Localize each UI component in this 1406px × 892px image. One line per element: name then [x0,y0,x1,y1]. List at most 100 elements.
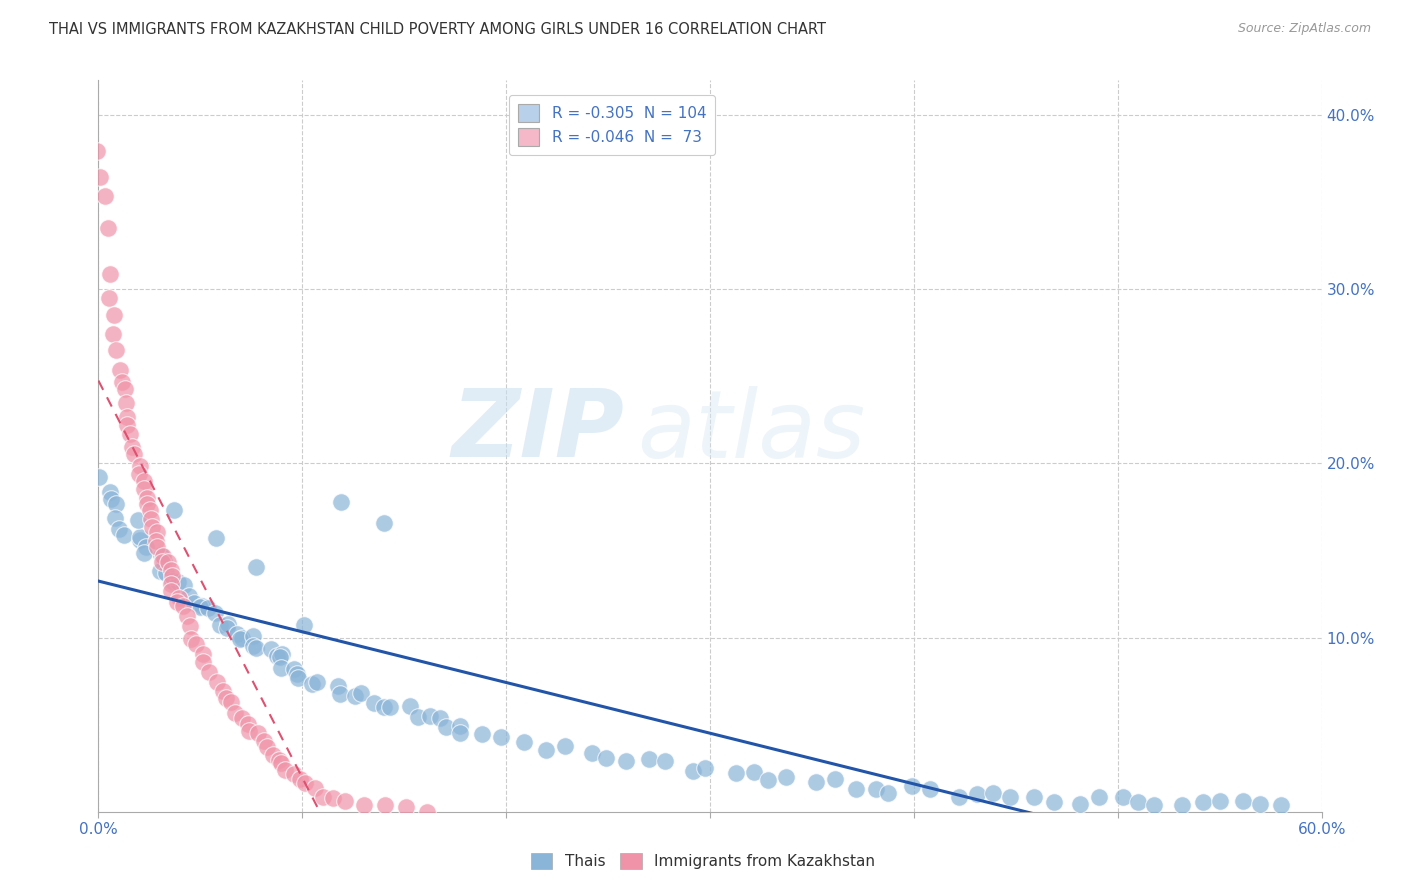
Point [294,776,316,790]
Point [329,495,352,509]
Point [429,711,451,725]
Point [217,616,239,631]
Point [184,637,207,651]
Point [112,528,135,542]
Point [344,689,367,703]
Point [176,608,198,623]
Text: Source: ZipAtlas.com: Source: ZipAtlas.com [1237,22,1371,36]
Point [136,491,159,505]
Point [122,447,145,461]
Point [110,363,132,377]
Point [86,144,108,158]
Point [160,574,183,589]
Point [288,772,311,786]
Point [804,774,827,789]
Point [146,524,169,539]
Point [98,267,121,281]
Point [1209,794,1232,808]
Point [136,497,159,511]
Point [155,566,177,580]
Point [489,730,512,744]
Point [329,688,352,702]
Point [1043,795,1066,809]
Point [141,512,163,526]
Point [301,677,323,691]
Point [554,739,576,753]
Point [373,700,395,714]
Text: THAI VS IMMIGRANTS FROM KAZAKHSTAN CHILD POVERTY AMONG GIRLS UNDER 16 CORRELATIO: THAI VS IMMIGRANTS FROM KAZAKHSTAN CHILD… [49,22,827,37]
Point [132,483,155,497]
Point [152,554,174,568]
Point [434,720,457,734]
Point [1270,797,1292,812]
Point [256,740,278,755]
Point [416,805,439,819]
Point [253,734,276,748]
Point [217,621,239,635]
Point [129,530,152,544]
Point [145,534,167,549]
Text: ZIP: ZIP [451,385,624,477]
Point [399,698,422,713]
Point [163,503,186,517]
Point [287,667,309,681]
Point [305,674,328,689]
Point [238,716,260,731]
Point [877,786,900,800]
Point [159,563,181,577]
Point [193,655,215,669]
Point [204,606,226,620]
Point [129,458,152,473]
Legend: R = -0.305  N = 104, R = -0.046  N =  73: R = -0.305 N = 104, R = -0.046 N = 73 [509,95,716,155]
Point [150,555,173,569]
Point [742,764,765,779]
Point [283,766,305,780]
Point [380,700,402,714]
Point [115,417,138,432]
Point [149,564,172,578]
Point [654,754,676,768]
Point [115,396,138,410]
Point [197,665,219,679]
Point [274,763,297,777]
Point [221,695,243,709]
Point [363,696,385,710]
Point [205,674,228,689]
Point [326,679,349,693]
Point [267,752,290,766]
Point [103,308,125,322]
Point [166,595,188,609]
Point [1111,790,1133,805]
Point [287,671,309,685]
Point [824,772,846,787]
Point [139,502,162,516]
Point [89,169,111,184]
Point [948,789,970,804]
Point [966,788,988,802]
Point [395,800,418,814]
Point [844,782,866,797]
Point [183,596,205,610]
Point [94,188,117,202]
Point [406,710,429,724]
Point [101,326,124,341]
Point [1143,797,1166,812]
Point [304,781,326,796]
Point [127,513,149,527]
Point [228,632,250,647]
Point [191,647,214,661]
Point [188,599,211,614]
Point [98,291,121,305]
Point [132,545,155,559]
Point [226,626,249,640]
Point [266,649,288,664]
Point [353,797,375,812]
Point [135,541,157,555]
Point [152,549,174,564]
Point [865,782,887,797]
Point [246,726,269,740]
Point [682,764,704,779]
Point [242,640,264,654]
Point [245,559,267,574]
Point [162,568,184,582]
